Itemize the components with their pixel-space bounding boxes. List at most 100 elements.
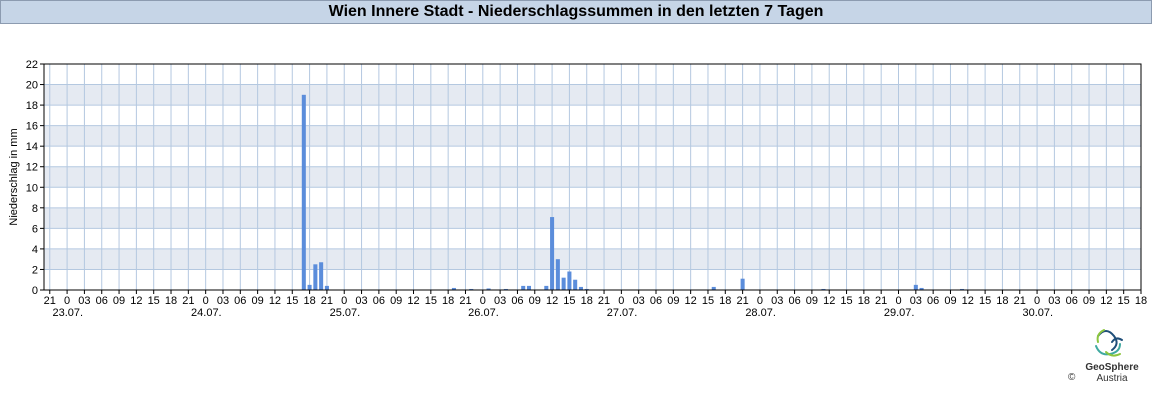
precipitation-bar <box>324 285 329 290</box>
date-label: 28.07. <box>745 307 776 319</box>
y-tick-label: 18 <box>26 100 38 112</box>
y-tick-label: 22 <box>26 59 38 71</box>
x-tick-label: 15 <box>702 295 714 307</box>
x-tick-label: 09 <box>529 295 541 307</box>
x-tick-label: 06 <box>1066 295 1078 307</box>
x-tick-label: 0 <box>895 295 901 307</box>
x-tick-label: 09 <box>113 295 125 307</box>
x-tick-label: 12 <box>407 295 419 307</box>
precipitation-bar <box>578 286 583 290</box>
x-tick-label: 09 <box>806 295 818 307</box>
precipitation-bar <box>919 287 924 290</box>
precipitation-bar <box>711 286 716 290</box>
x-tick-label: 18 <box>442 295 454 307</box>
x-tick-label: 06 <box>373 295 385 307</box>
x-tick-label: 12 <box>546 295 558 307</box>
precipitation-bar <box>561 277 566 290</box>
y-tick-label: 2 <box>32 264 38 276</box>
precipitation-bar <box>573 279 578 290</box>
plot-frame <box>43 63 1142 291</box>
y-tick-label: 0 <box>32 285 38 297</box>
precipitation-bar <box>307 284 312 290</box>
x-tick-label: 21 <box>598 295 610 307</box>
y-tick-label: 20 <box>26 80 38 92</box>
chart-title: Wien Innere Stadt - Niederschlagssummen … <box>328 3 824 20</box>
x-tick-label: 0 <box>1034 295 1040 307</box>
x-tick-label: 15 <box>1118 295 1130 307</box>
x-tick-label: 18 <box>858 295 870 307</box>
date-label: 29.07. <box>884 307 915 319</box>
x-tick-label: 15 <box>425 295 437 307</box>
precipitation-bar <box>959 288 965 290</box>
x-tick-label: 09 <box>667 295 679 307</box>
precipitation-bar <box>521 285 526 290</box>
date-label: 23.07. <box>52 307 83 319</box>
geosphere-logo-icon <box>1068 322 1152 400</box>
y-tick-label: 12 <box>26 162 38 174</box>
precipitation-bar <box>301 94 306 291</box>
x-tick-label: 03 <box>1048 295 1060 307</box>
x-tick-label: 12 <box>823 295 835 307</box>
precipitation-bar <box>469 288 474 290</box>
precipitation-bar <box>503 288 508 290</box>
x-tick-label: 09 <box>944 295 956 307</box>
x-tick-label: 0 <box>341 295 347 307</box>
logo-sub: Austria <box>1096 373 1128 384</box>
x-tick-label: 21 <box>321 295 333 307</box>
precipitation-bar <box>584 288 589 290</box>
precipitation-bar <box>555 259 560 290</box>
grid-band <box>44 84 1141 106</box>
x-tick-label: 21 <box>736 295 748 307</box>
x-tick-label: 06 <box>96 295 108 307</box>
precipitation-bar <box>550 217 555 290</box>
chart-title-bar: Wien Innere Stadt - Niederschlagssummen … <box>0 0 1152 24</box>
y-tick-label: 14 <box>26 141 38 153</box>
x-tick-label: 15 <box>840 295 852 307</box>
grid-band <box>44 207 1141 229</box>
x-tick-label: 12 <box>685 295 697 307</box>
precipitation-bar <box>544 285 549 290</box>
x-tick-label: 06 <box>511 295 523 307</box>
x-tick-label: 18 <box>996 295 1008 307</box>
x-tick-label: 06 <box>927 295 939 307</box>
y-tick-label: 16 <box>26 121 38 133</box>
grid-band <box>44 248 1141 270</box>
x-tick-label: 03 <box>633 295 645 307</box>
x-tick-label: 06 <box>234 295 246 307</box>
precipitation-bar <box>740 278 745 290</box>
precipitation-bar <box>821 288 826 290</box>
x-tick-label: 12 <box>130 295 142 307</box>
date-label: 27.07. <box>607 307 638 319</box>
x-tick-label: 21 <box>459 295 471 307</box>
x-tick-label: 03 <box>355 295 367 307</box>
x-tick-label: 09 <box>252 295 264 307</box>
date-label: 30.07. <box>1022 307 1053 319</box>
y-axis-label: Niederschlag in mm <box>8 128 20 225</box>
grid-band <box>44 166 1141 188</box>
copyright-mark: © <box>1068 372 1076 383</box>
x-tick-label: 15 <box>286 295 298 307</box>
logo-text: GeoSphere Austria <box>1082 362 1142 384</box>
x-tick-label: 21 <box>1014 295 1026 307</box>
x-tick-label: 12 <box>962 295 974 307</box>
x-tick-label: 03 <box>771 295 783 307</box>
logo-name: GeoSphere <box>1085 362 1139 373</box>
x-tick-label: 15 <box>979 295 991 307</box>
x-tick-label: 03 <box>78 295 90 307</box>
precipitation-bar <box>567 271 572 290</box>
x-tick-label: 15 <box>148 295 160 307</box>
x-tick-label: 12 <box>1100 295 1112 307</box>
x-tick-label: 09 <box>390 295 402 307</box>
x-tick-label: 0 <box>757 295 763 307</box>
x-tick-label: 18 <box>1135 295 1147 307</box>
precipitation-bar <box>313 264 318 290</box>
x-tick-label: 21 <box>875 295 887 307</box>
y-tick-label: 6 <box>32 223 38 235</box>
x-tick-label: 18 <box>303 295 315 307</box>
x-tick-label: 18 <box>581 295 593 307</box>
date-label: 24.07. <box>191 307 222 319</box>
x-tick-label: 03 <box>494 295 506 307</box>
x-tick-label: 0 <box>618 295 624 307</box>
x-tick-label: 15 <box>563 295 575 307</box>
